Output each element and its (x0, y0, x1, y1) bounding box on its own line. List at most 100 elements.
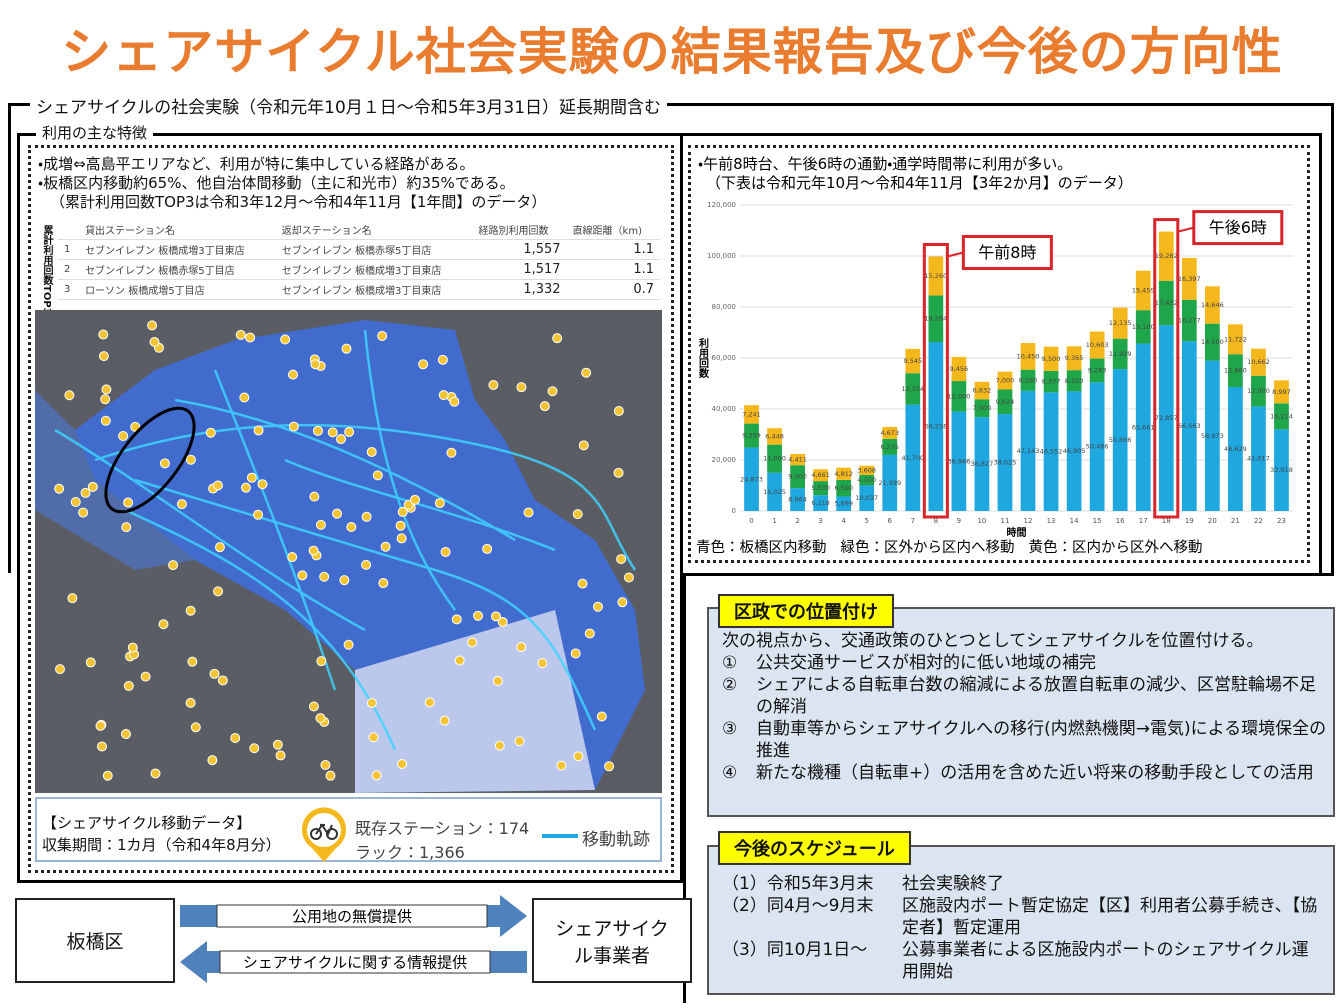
map-station (214, 542, 225, 553)
bar-segment (1158, 231, 1174, 281)
map-station (96, 741, 107, 752)
bar-segment (1089, 331, 1105, 359)
section-frame (8, 103, 1334, 573)
map-station (516, 642, 527, 653)
map-station (98, 351, 109, 362)
bar-segment (790, 465, 805, 489)
bar-segment (951, 411, 967, 511)
bar-segment (1181, 257, 1197, 300)
map-station (336, 434, 347, 445)
map-station (288, 421, 299, 432)
flow-top-label: 公用地の無償提供 (292, 908, 412, 926)
value-label: 6,832 (973, 387, 992, 395)
map-station (245, 332, 256, 343)
map-station (325, 770, 336, 781)
map-station (246, 472, 257, 483)
map-station (490, 611, 501, 622)
cell: 1,557 (472, 239, 567, 260)
policy-box (707, 607, 1335, 817)
value-label: 15,260 (924, 272, 947, 280)
map-station (440, 546, 451, 557)
map-station (437, 354, 448, 365)
bar-segment (1020, 390, 1036, 511)
bar-segment (813, 495, 829, 511)
map-station (316, 656, 327, 667)
bar-segment (974, 381, 990, 400)
map-station (212, 480, 223, 491)
x-tick-label: 17 (1139, 517, 1148, 525)
legend-entry: 青色：板橋区内移動 (696, 539, 827, 556)
table-header: 経路別利用回数 (472, 220, 567, 240)
top3-side-label: 累計利用回数TOP3 (41, 225, 52, 315)
map-station (516, 382, 527, 393)
map-station (78, 507, 89, 518)
bar-segment (882, 426, 898, 439)
value-label: 10,037 (855, 494, 878, 502)
schedule-text: 社会実験終了 (902, 874, 1004, 894)
map-station (287, 552, 298, 563)
cell: 1,332 (472, 279, 567, 300)
legend-stations: 既存ステーション：174 (355, 819, 530, 838)
map-station (577, 578, 588, 589)
item-number: ② (722, 675, 738, 695)
map-route (94, 423, 637, 571)
x-tick-label: 1 (772, 517, 776, 525)
map-route (134, 478, 597, 731)
map-station (235, 329, 246, 340)
value-label: 10,214 (1270, 412, 1293, 420)
map-station (604, 761, 615, 772)
cell: 1,517 (472, 259, 567, 280)
schedule-date: （2）同4月～9月末 (722, 896, 874, 916)
map-station (454, 655, 465, 666)
map-station (570, 648, 581, 659)
map-station (100, 394, 111, 405)
bar-segment (997, 389, 1013, 415)
map-station (613, 467, 624, 478)
map-station (121, 522, 132, 533)
map-legend (35, 797, 662, 862)
value-label: 9,283 (1088, 366, 1107, 374)
value-label: 32,018 (1270, 466, 1293, 474)
value-label: 6,218 (811, 499, 830, 507)
bar-segment (928, 342, 944, 511)
x-tick-label: 10 (977, 517, 986, 525)
callout-box (961, 235, 1053, 271)
map (35, 310, 662, 793)
bar-segment (836, 479, 852, 497)
bar-segment (905, 373, 921, 405)
x-tick-label: 6 (888, 517, 893, 525)
map-station (616, 554, 627, 565)
map-station (418, 359, 429, 370)
value-label: 17,432 (1155, 299, 1178, 307)
x-tick-label: 5 (864, 517, 868, 525)
map-station (147, 320, 158, 331)
value-label: 13,100 (1132, 323, 1155, 331)
value-label: 11,929 (1109, 350, 1132, 358)
bar-segment (1274, 429, 1289, 511)
item-text: 自動車等からシェアサイクルへの移行(内燃熱機関→電気)による環境保全の推進 (756, 719, 1327, 761)
map-station (552, 333, 563, 344)
map-station (578, 440, 589, 451)
y-tick-label: 40,000 (712, 405, 737, 413)
map-station (623, 572, 634, 583)
value-label: 11,000 (763, 455, 786, 463)
bar-segment (1204, 286, 1220, 324)
value-label: 4,673 (880, 429, 899, 437)
bar-segment (813, 481, 829, 496)
x-tick-label: 7 (911, 517, 915, 525)
map-station (315, 519, 326, 530)
table-header-row: 貸出ステーション名 返却ステーション名 経路別利用回数 直線距離（km) (58, 220, 660, 240)
map-station (310, 359, 321, 370)
value-label: 6,448 (765, 432, 784, 440)
cell: 1.1 (566, 239, 660, 260)
map-station (230, 732, 241, 743)
item-text: 新たな機種（自転車+）の活用を含めた近い将来の移動手段としての活用 (756, 763, 1314, 783)
x-tick-label: 0 (749, 517, 753, 525)
schedule-heading: 今後のスケジュール (718, 831, 911, 865)
map-station (100, 415, 111, 426)
legend-trajectory: 移動軌跡 (582, 830, 650, 850)
map-station (361, 511, 372, 522)
bar-segment (997, 414, 1013, 511)
legend-entry: 黄色：区内から区外へ移動 (1029, 539, 1203, 556)
bar-segment (1251, 348, 1266, 376)
